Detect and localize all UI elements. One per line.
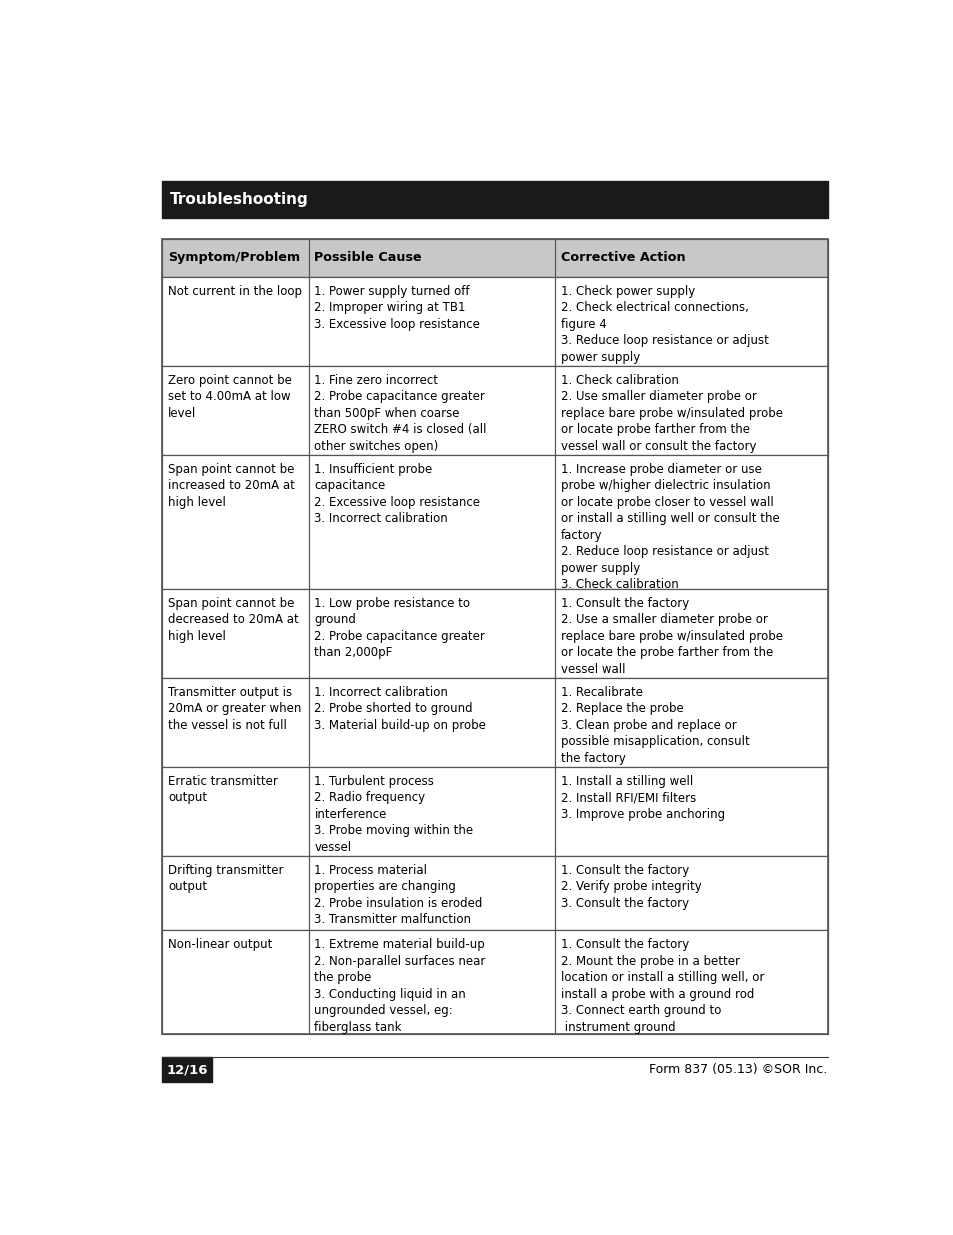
FancyBboxPatch shape [162,678,826,767]
Text: 1. Insufficient probe
capacitance
2. Excessive loop resistance
3. Incorrect cali: 1. Insufficient probe capacitance 2. Exc… [314,463,480,525]
FancyBboxPatch shape [162,930,826,1035]
Text: Troubleshooting: Troubleshooting [170,193,308,207]
FancyBboxPatch shape [162,456,826,589]
Text: 12/16: 12/16 [167,1063,208,1076]
Text: Corrective Action: Corrective Action [560,251,684,264]
Text: Symptom/Problem: Symptom/Problem [168,251,300,264]
Text: Form 837 (05.13) ©SOR Inc.: Form 837 (05.13) ©SOR Inc. [649,1063,826,1076]
Text: 1. Recalibrate
2. Replace the probe
3. Clean probe and replace or
possible misap: 1. Recalibrate 2. Replace the probe 3. C… [560,685,749,764]
Text: 1. Increase probe diameter or use
probe w/higher dielectric insulation
or locate: 1. Increase probe diameter or use probe … [560,463,779,592]
Text: 1. Process material
properties are changing
2. Probe insulation is eroded
3. Tra: 1. Process material properties are chang… [314,864,482,926]
Text: Transmitter output is
20mA or greater when
the vessel is not full: Transmitter output is 20mA or greater wh… [168,685,301,732]
FancyBboxPatch shape [162,277,826,366]
Text: Possible Cause: Possible Cause [314,251,421,264]
FancyBboxPatch shape [162,182,826,217]
Text: 1. Check calibration
2. Use smaller diameter probe or
replace bare probe w/insul: 1. Check calibration 2. Use smaller diam… [560,374,781,453]
Text: Not current in the loop: Not current in the loop [168,284,302,298]
Text: 1. Incorrect calibration
2. Probe shorted to ground
3. Material build-up on prob: 1. Incorrect calibration 2. Probe shorte… [314,685,486,732]
Text: 1. Turbulent process
2. Radio frequency
interference
3. Probe moving within the
: 1. Turbulent process 2. Radio frequency … [314,774,473,853]
Text: 1. Low probe resistance to
ground
2. Probe capacitance greater
than 2,000pF: 1. Low probe resistance to ground 2. Pro… [314,597,485,659]
FancyBboxPatch shape [162,238,826,277]
Text: 1. Consult the factory
2. Mount the probe in a better
location or install a stil: 1. Consult the factory 2. Mount the prob… [560,939,763,1034]
FancyBboxPatch shape [162,1057,213,1082]
FancyBboxPatch shape [162,589,826,678]
Text: Erratic transmitter
output: Erratic transmitter output [168,774,277,804]
Text: 1. Power supply turned off
2. Improper wiring at TB1
3. Excessive loop resistanc: 1. Power supply turned off 2. Improper w… [314,284,479,331]
Text: Span point cannot be
increased to 20mA at
high level: Span point cannot be increased to 20mA a… [168,463,294,509]
Text: 1. Fine zero incorrect
2. Probe capacitance greater
than 500pF when coarse
ZERO : 1. Fine zero incorrect 2. Probe capacita… [314,374,486,453]
FancyBboxPatch shape [162,856,826,930]
Text: 1. Consult the factory
2. Verify probe integrity
3. Consult the factory: 1. Consult the factory 2. Verify probe i… [560,864,700,910]
Text: 1. Check power supply
2. Check electrical connections,
figure 4
3. Reduce loop r: 1. Check power supply 2. Check electrica… [560,284,768,363]
Text: 1. Consult the factory
2. Use a smaller diameter probe or
replace bare probe w/i: 1. Consult the factory 2. Use a smaller … [560,597,781,676]
Text: Drifting transmitter
output: Drifting transmitter output [168,864,283,893]
Text: Zero point cannot be
set to 4.00mA at low
level: Zero point cannot be set to 4.00mA at lo… [168,374,292,420]
FancyBboxPatch shape [162,767,826,856]
Text: Span point cannot be
decreased to 20mA at
high level: Span point cannot be decreased to 20mA a… [168,597,298,642]
Text: 1. Extreme material build-up
2. Non-parallel surfaces near
the probe
3. Conducti: 1. Extreme material build-up 2. Non-para… [314,939,485,1034]
FancyBboxPatch shape [162,366,826,456]
Text: Non-linear output: Non-linear output [168,939,273,951]
Text: 1. Install a stilling well
2. Install RFI/EMI filters
3. Improve probe anchoring: 1. Install a stilling well 2. Install RF… [560,774,724,821]
